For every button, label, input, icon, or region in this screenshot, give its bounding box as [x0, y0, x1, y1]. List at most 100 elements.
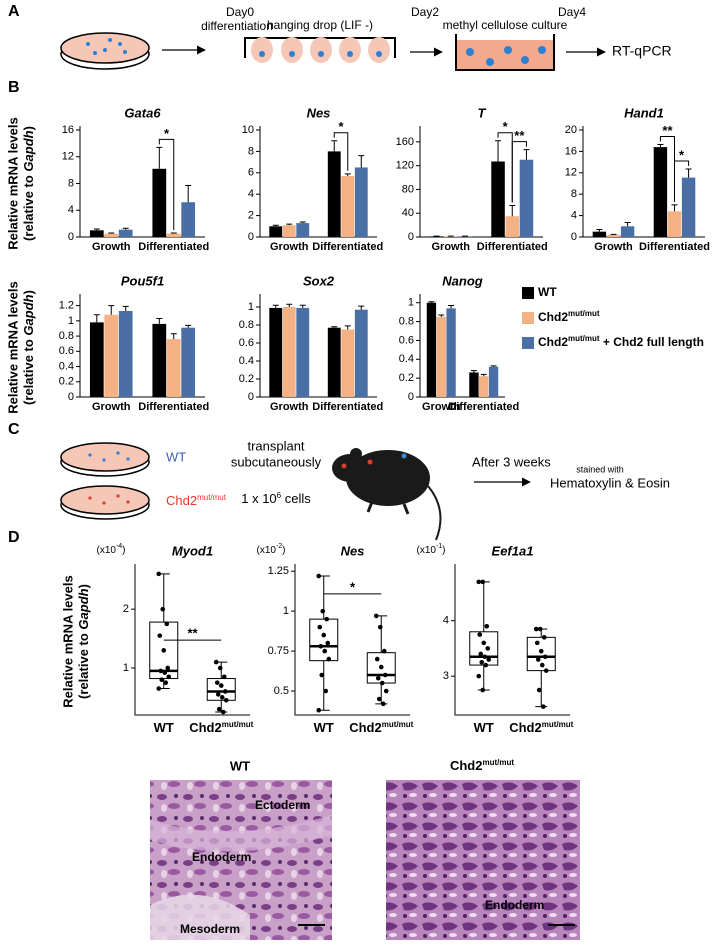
data-point [215, 692, 221, 697]
label-part: 1 x 10 [241, 491, 276, 506]
label-sup: -2 [276, 543, 282, 550]
y-axis-label: Relative mRNA levels [5, 117, 20, 249]
error-bar [438, 314, 445, 317]
significance-label: * [350, 579, 356, 594]
data-point [163, 680, 169, 685]
label-sup: -4 [116, 543, 122, 550]
data-point [162, 670, 168, 675]
bar [667, 211, 682, 237]
legend-swatch [522, 312, 534, 324]
data-point [159, 677, 165, 683]
panel-label: A [8, 3, 20, 20]
label-part: Chd2 [349, 720, 382, 735]
y-tick-label: 0.75 [268, 645, 289, 657]
label-part: (x10 [416, 545, 436, 556]
x-tick-label: Chd2mut/mut [509, 720, 573, 736]
chart-title: Nes [307, 105, 331, 120]
data-point [221, 674, 227, 680]
label-part: ) [21, 290, 36, 294]
x-tick-label: Growth [432, 241, 471, 253]
legend-label: WT [538, 285, 557, 299]
legend-swatch [522, 337, 534, 349]
label-part: WT [314, 720, 334, 735]
y-tick-label: 0 [248, 231, 254, 243]
data-point [540, 704, 546, 709]
error-bar [480, 373, 487, 377]
image-title: WT [230, 758, 250, 773]
data-point [543, 668, 549, 673]
y-tick-label: 0 [68, 231, 74, 243]
error-bar [596, 229, 603, 232]
label-part: ) [122, 545, 125, 556]
significance-label: * [679, 147, 685, 162]
label-part: Chd2 [509, 720, 542, 735]
significance-label: * [164, 126, 170, 141]
y-tick-label: 0.6 [59, 345, 74, 357]
data-point [538, 648, 544, 654]
bar [181, 202, 196, 237]
y-tick-label: 2 [248, 210, 254, 222]
box [526, 636, 556, 672]
y-tick-label: 120 [396, 160, 414, 172]
error-bar [272, 224, 279, 227]
bar [296, 307, 310, 397]
bar [327, 151, 341, 237]
data-point [535, 657, 541, 662]
error-bar [495, 140, 502, 162]
x-tick-label: Growth [594, 241, 633, 253]
dish-icon [60, 442, 150, 520]
y-tick-label: 1.25 [268, 565, 289, 577]
data-point [380, 701, 386, 707]
bar [488, 366, 499, 397]
step-label: Hematoxylin & Eosin [550, 475, 670, 490]
axis-line [294, 564, 410, 716]
mouse-icon [332, 448, 442, 541]
significance-bracket [674, 160, 690, 202]
chart-title: T [478, 105, 487, 120]
y-tick-label: 1.2 [59, 300, 74, 312]
data-point [323, 688, 329, 694]
error-bar [610, 233, 617, 235]
label-part: Gapdh [76, 588, 91, 629]
step-label: hanging drop (LIF -) [267, 18, 373, 32]
bar [505, 216, 520, 237]
data-point [316, 573, 322, 579]
y-axis-label: Relative mRNA levels [5, 281, 20, 413]
label-sup: mut/mut [197, 493, 227, 502]
data-point [481, 640, 487, 646]
error-bar [185, 185, 192, 203]
data-point [373, 613, 379, 619]
y-tick-label: 0 [408, 231, 414, 243]
error-bar [170, 232, 177, 234]
data-point [541, 635, 547, 640]
y-tick-label: 4 [68, 204, 74, 216]
data-point [156, 686, 162, 691]
label-part: WT [154, 720, 174, 735]
label-part: Chd2 [538, 310, 568, 324]
legend-swatch [522, 287, 534, 299]
y-tick-label: 0.2 [59, 376, 74, 388]
label-sup: -1 [436, 543, 442, 550]
error-bar [108, 232, 115, 234]
region-label: Mesoderm [180, 922, 240, 936]
label-part: Chd2 [189, 720, 222, 735]
label-part: (x10 [256, 545, 276, 556]
data-point [214, 680, 220, 685]
error-bar [657, 143, 664, 148]
bar [181, 327, 196, 397]
data-point [476, 673, 482, 679]
hanging-drop-icon [244, 37, 396, 63]
bar [458, 236, 472, 237]
bar [620, 226, 635, 237]
region-label: Endoderm [485, 898, 544, 912]
axis-multiplier: (x10-2) [256, 543, 285, 555]
label-part: (x10 [96, 545, 116, 556]
group-label: WT [166, 449, 186, 464]
dish-icon [60, 32, 150, 70]
y-tick-label: 0.4 [59, 360, 74, 372]
x-tick-label: Differentiated [448, 401, 519, 413]
error-bar [286, 223, 293, 226]
region-label: Ectoderm [255, 798, 310, 812]
step-label: differentiation [201, 19, 273, 33]
box [469, 631, 499, 666]
